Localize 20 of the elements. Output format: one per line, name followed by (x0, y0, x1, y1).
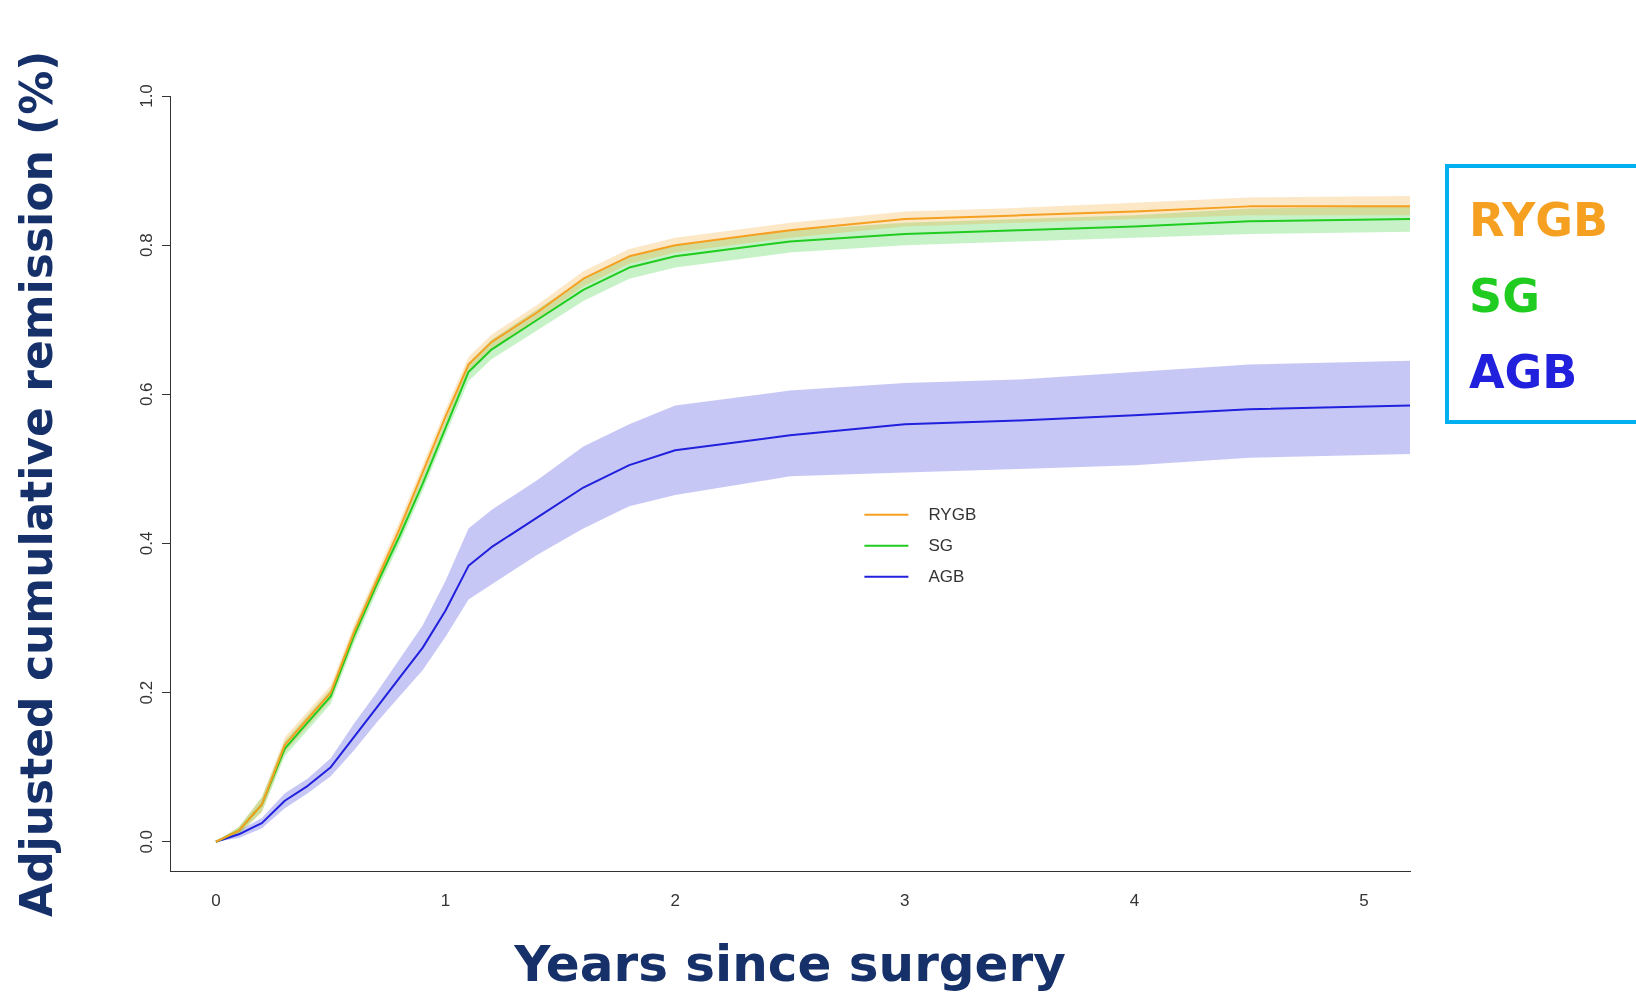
y-axis-title: Adjusted cumulative remission (%) (10, 50, 62, 917)
x-tick-label: 3 (900, 891, 910, 911)
legend-label: RYGB (928, 504, 977, 524)
y-tick-label: 0.0 (137, 829, 157, 854)
y-tick-label: 0.6 (137, 382, 157, 407)
text: AGB (1469, 345, 1578, 399)
x-tick-label: 5 (1359, 891, 1369, 911)
x-tick-label: 0 (211, 891, 221, 911)
legend-label: SG (928, 535, 953, 555)
text: SG (1469, 269, 1540, 323)
y-tick-label: 0.2 (137, 680, 157, 705)
x-tick-label: 2 (670, 891, 680, 911)
y-tick-label: 1.0 (137, 84, 157, 108)
x-tick-label: 1 (440, 891, 451, 911)
y-tick-label: 0.8 (137, 233, 157, 257)
legend-label: AGB (928, 566, 965, 586)
y-tick-label: 0.4 (137, 531, 157, 556)
text: RYGB (1469, 193, 1609, 247)
x-axis-title: Years since surgery (513, 934, 1066, 993)
x-tick-label: 4 (1129, 891, 1140, 911)
